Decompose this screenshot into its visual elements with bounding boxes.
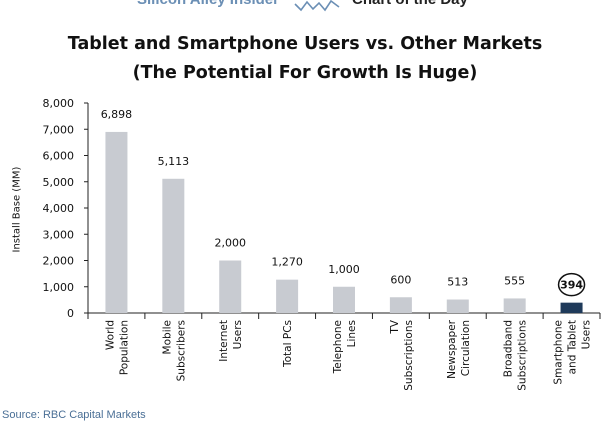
y-tick-label: 5,000 xyxy=(43,176,75,189)
bar xyxy=(560,302,583,313)
data-label: 513 xyxy=(447,276,468,289)
x-category-label: Population xyxy=(118,320,130,375)
x-category-label: Mobile xyxy=(161,320,173,354)
y-tick-label: 1,000 xyxy=(43,281,75,294)
bar-chart: 0 1,000 2,000 3,000 4,000 5,000 6,000 7,000 8,00… xyxy=(43,97,601,391)
y-tick-label: 2,000 xyxy=(43,255,75,268)
data-label: 2,000 xyxy=(214,237,246,250)
x-category-label: World xyxy=(104,320,116,350)
y-tick-label: 6,000 xyxy=(43,150,75,163)
bar xyxy=(276,279,299,313)
x-category-label: Users xyxy=(581,320,593,349)
x-category-label: Newspaper xyxy=(446,319,458,379)
y-tick-label: 7,000 xyxy=(43,123,75,136)
banner: Silicon Alley Insider Chart of the Day xyxy=(0,0,610,12)
source-note: Source: RBC Capital Markets xyxy=(2,409,146,421)
x-category-label: Subscriptions xyxy=(517,320,529,391)
data-label: 1,000 xyxy=(328,263,360,276)
bar xyxy=(333,286,355,313)
data-label: 555 xyxy=(504,274,525,287)
chart-subtitle: (The Potential For Growth Is Huge) xyxy=(132,63,478,83)
bar xyxy=(389,297,412,313)
bar xyxy=(503,298,526,313)
chart-title: Tablet and Smartphone Users vs. Other Ma… xyxy=(67,34,543,54)
x-category-label: Internet xyxy=(218,320,230,362)
trend-line-icon xyxy=(294,0,340,12)
chart-of-the-day-label: Chart of the Day xyxy=(352,0,468,8)
x-category-label: Telephone xyxy=(332,320,344,374)
data-label: 600 xyxy=(390,273,411,286)
x-category-label: Broadband xyxy=(503,320,515,377)
x-category-label: Smartphone xyxy=(553,320,565,385)
x-category-label: Circulation xyxy=(460,320,472,376)
data-label: 1,270 xyxy=(271,256,303,269)
x-category-label: Subscribers xyxy=(175,320,187,381)
y-tick-label: 8,000 xyxy=(43,97,75,110)
data-label: 5,113 xyxy=(158,155,190,168)
data-label: 394 xyxy=(560,279,583,292)
y-tick-label: 4,000 xyxy=(43,202,75,215)
x-category-label: TV xyxy=(389,319,401,334)
x-category-label: Total PCs xyxy=(282,320,294,368)
x-category-label: and Tablet xyxy=(567,320,579,374)
bar xyxy=(219,260,242,313)
data-label: 6,898 xyxy=(101,108,133,121)
bar xyxy=(162,178,185,313)
brand-name: Silicon Alley Insider xyxy=(137,0,279,8)
x-category-label: Users xyxy=(232,320,244,349)
bar xyxy=(446,299,469,313)
y-tick-label: 3,000 xyxy=(43,228,75,241)
bar xyxy=(105,131,128,313)
x-category-label: Subscriptions xyxy=(403,320,415,391)
highlight-circle xyxy=(557,272,586,297)
y-tick-label: 0 xyxy=(67,307,74,320)
x-category-label: Lines xyxy=(346,320,358,347)
